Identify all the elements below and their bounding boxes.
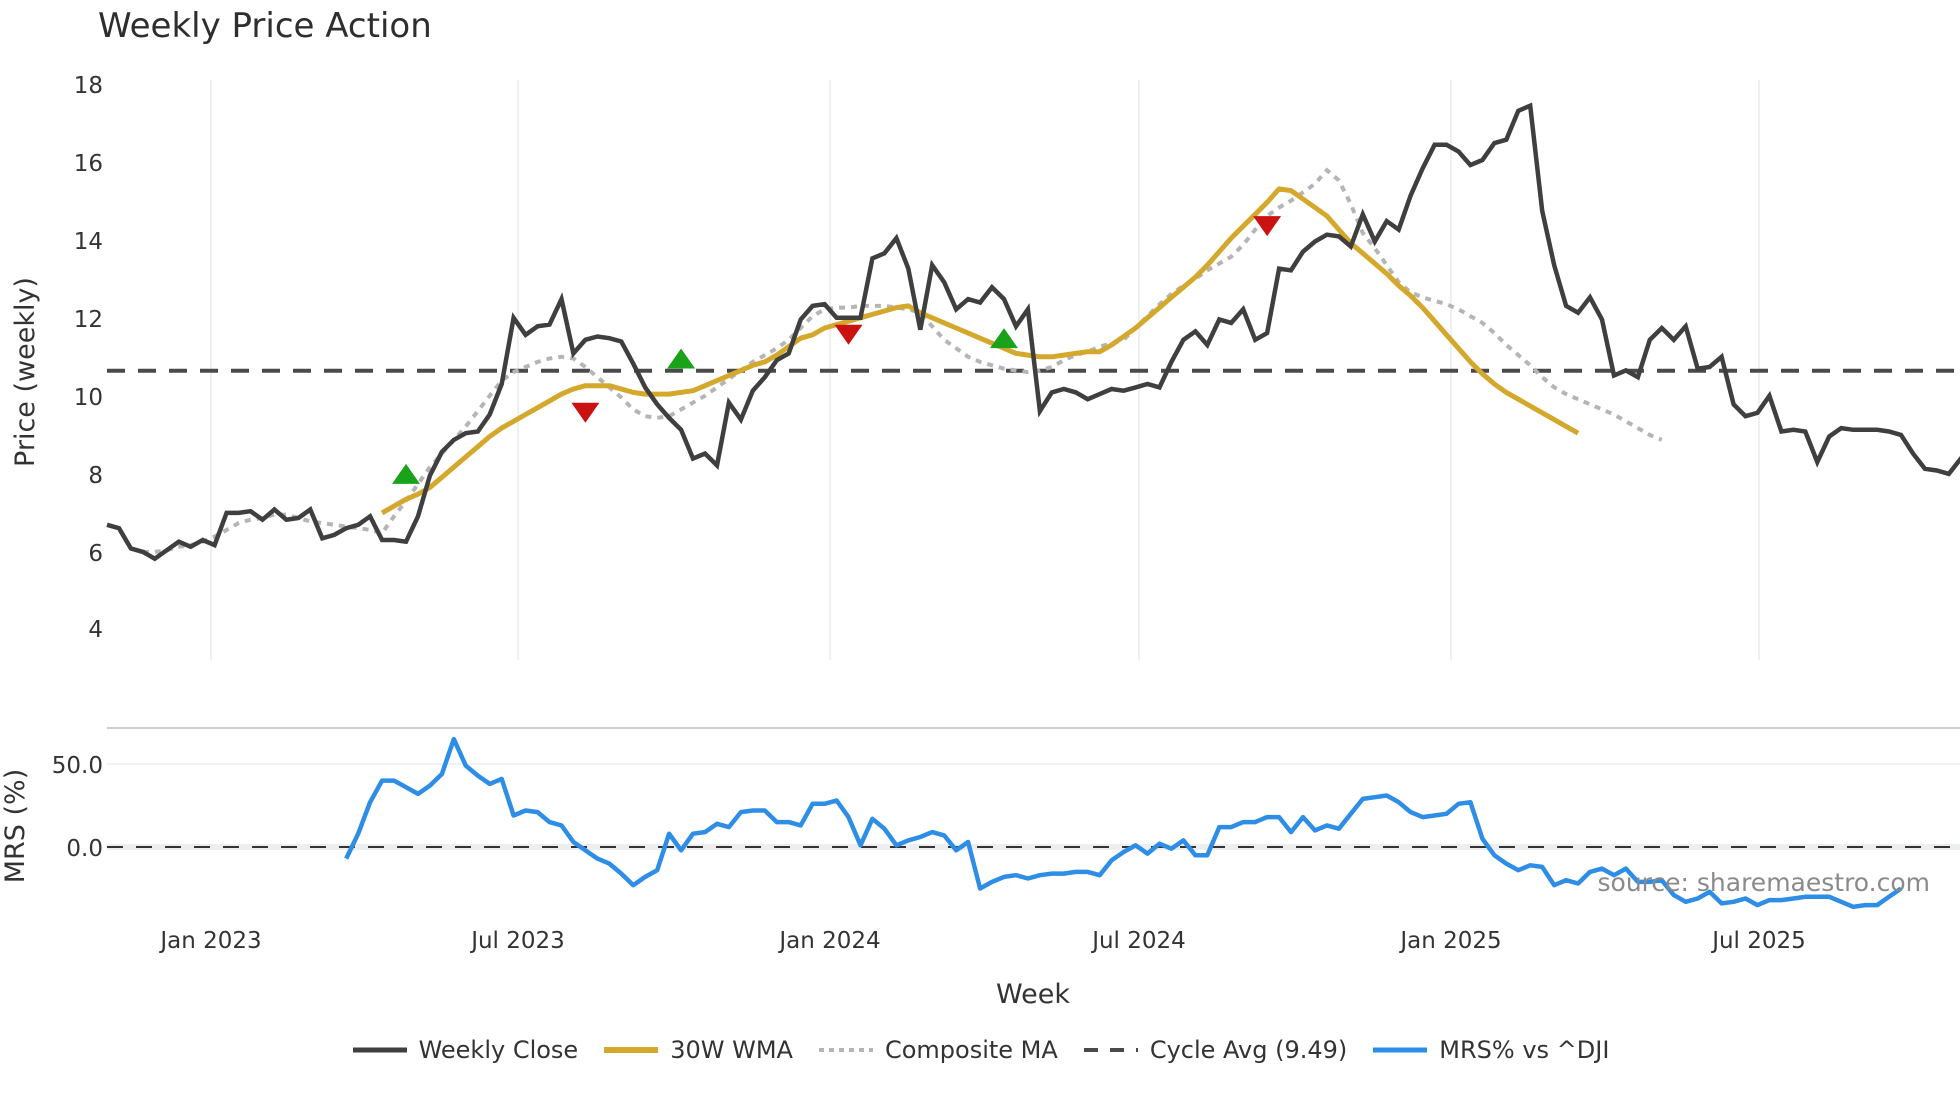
- legend-label: Cycle Avg (9.49): [1149, 1036, 1348, 1064]
- price-tick: 4: [88, 617, 103, 643]
- dashed-line-swatch-icon: [1083, 1048, 1138, 1052]
- solid-line-swatch-icon: [352, 1047, 407, 1053]
- x-axis-label: Week: [996, 979, 1070, 1010]
- x-tick: Jul 2023: [469, 928, 565, 954]
- legend-item-cycle-avg[interactable]: Cycle Avg (9.49): [1082, 1036, 1347, 1064]
- legend-item-30w-wma[interactable]: 30W WMA: [602, 1036, 793, 1064]
- price-tick: 8: [88, 463, 103, 489]
- buy-signal-triangle-up-icon: [667, 348, 696, 369]
- x-tick: Jul 2025: [1710, 928, 1806, 954]
- weekly-close-line: [106, 102, 1960, 562]
- price-tick: 12: [74, 307, 103, 333]
- legend-item-mrs[interactable]: MRS% vs ^DJI: [1371, 1036, 1609, 1064]
- series: [106, 102, 1960, 910]
- x-tick: Jan 2024: [777, 928, 880, 954]
- legend-label: Composite MA: [884, 1036, 1058, 1064]
- chart-title: Weekly Price Action: [98, 6, 432, 46]
- mrs-tick-50: 50.0: [52, 753, 103, 779]
- price-tick: 16: [74, 151, 103, 177]
- mrs-line: [344, 736, 1903, 910]
- x-axis: Jan 2023 Jul 2023 Jan 2024 Jul 2024 Jan …: [158, 928, 1805, 954]
- source-watermark: source: sharemaestro.com: [1598, 868, 1931, 897]
- buy-signal-triangle-up-icon: [990, 328, 1018, 349]
- x-tick: Jan 2025: [1398, 928, 1501, 954]
- composite-ma-line: [142, 167, 1663, 554]
- price-tick: 14: [74, 229, 103, 255]
- price-tick: 18: [74, 73, 103, 99]
- legend: Weekly Close 30W WMA Composite MA Cycle …: [0, 1036, 1960, 1064]
- mrs-tick-0: 0.0: [66, 836, 103, 862]
- price-y-axis: 4 6 8 10 12 14 16 18: [74, 73, 103, 643]
- dotted-line-swatch-icon: [818, 1048, 873, 1052]
- sell-signal-triangle-down-icon: [1253, 216, 1282, 237]
- sell-signal-triangle-down-icon: [571, 402, 600, 423]
- sell-signal-triangle-down-icon: [834, 324, 863, 345]
- x-tick: Jul 2024: [1090, 928, 1186, 954]
- price-y-axis-label: Price (weekly): [10, 277, 41, 467]
- mrs-y-axis-label: MRS (%): [0, 769, 31, 884]
- gridlines: [107, 80, 1960, 850]
- legend-item-weekly-close[interactable]: Weekly Close: [351, 1036, 579, 1064]
- legend-label: Weekly Close: [418, 1036, 579, 1064]
- legend-label: MRS% vs ^DJI: [1439, 1036, 1610, 1064]
- solid-line-swatch-icon: [604, 1047, 659, 1053]
- price-tick: 6: [88, 541, 103, 567]
- solid-line-swatch-icon: [1373, 1047, 1428, 1053]
- wma-line: [380, 186, 1580, 516]
- legend-label: 30W WMA: [670, 1036, 793, 1064]
- buy-signal-triangle-up-icon: [392, 463, 420, 484]
- legend-item-composite-ma[interactable]: Composite MA: [817, 1036, 1058, 1064]
- x-tick: Jan 2023: [158, 928, 261, 954]
- price-tick: 10: [74, 385, 103, 411]
